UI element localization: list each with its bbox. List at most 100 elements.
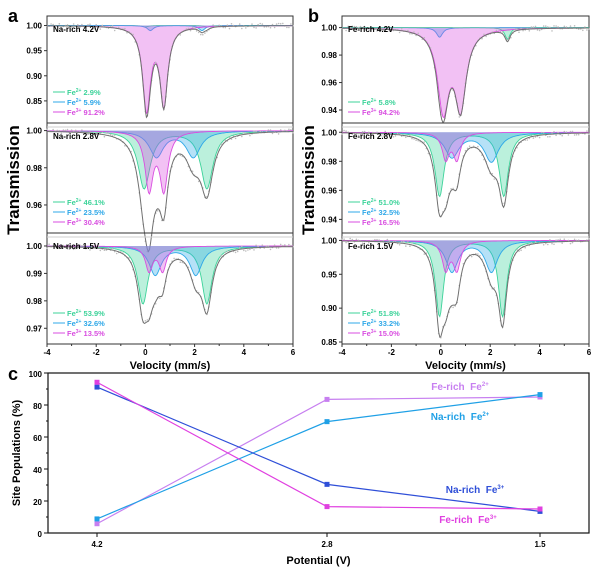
series-label: Na-rich Fe2+	[431, 412, 490, 423]
data-point	[536, 29, 539, 31]
x-tick-label: 1.5	[534, 540, 546, 549]
component-fill	[47, 25, 293, 114]
data-point	[386, 27, 389, 30]
data-point	[124, 145, 126, 147]
y-tick-label: 1.00	[321, 128, 337, 137]
legend-item: Fe2+ 23.5%	[53, 208, 105, 217]
x-tick-label: -2	[388, 348, 396, 357]
data-point	[238, 23, 241, 25]
y-tick-label: 0.90	[26, 72, 42, 81]
data-point	[586, 130, 588, 132]
data-point	[413, 31, 415, 33]
data-point	[557, 131, 559, 134]
data-point	[249, 248, 251, 251]
data-point	[107, 247, 110, 249]
data-point	[400, 241, 403, 243]
panel-letter-b: b	[308, 6, 319, 26]
data-point	[224, 139, 227, 141]
series-label: Fe-rich Fe3+	[439, 515, 497, 526]
data-point	[563, 25, 566, 28]
data-point	[559, 238, 561, 241]
data-point	[290, 129, 292, 131]
data-point	[547, 26, 549, 28]
data-point	[154, 303, 157, 305]
y-axis-title: Transmission	[4, 125, 23, 235]
data-point	[79, 244, 81, 246]
data-point	[105, 132, 108, 134]
data-point	[267, 245, 270, 247]
data-point	[154, 61, 157, 64]
data-point	[103, 249, 106, 251]
data-point	[520, 27, 522, 30]
y-tick-label: 0.96	[26, 201, 42, 210]
data-point	[555, 239, 557, 241]
data-point	[567, 134, 570, 136]
data-point	[249, 134, 251, 137]
data-point	[68, 248, 71, 250]
data-point	[567, 239, 570, 242]
data-point	[351, 25, 354, 28]
data-point	[226, 24, 229, 27]
data-point	[577, 239, 580, 241]
y-tick-label: 0.96	[321, 79, 337, 88]
data-point	[269, 129, 272, 131]
data-point	[565, 131, 568, 133]
data-point	[230, 23, 233, 25]
legend-item: Fe3+ 16.5%	[348, 218, 400, 227]
data-point	[179, 34, 182, 36]
data-point	[345, 29, 347, 32]
data-point	[464, 149, 467, 152]
legend-label: Fe2+ 2.9%	[67, 88, 101, 97]
data-point	[222, 26, 225, 29]
data-point	[72, 23, 75, 25]
data-point	[415, 139, 417, 141]
site-population-chart: 0 20 40 60 80 100 4.2 2.8 1.5 Potential (V) Site P…	[11, 370, 590, 567]
data-point	[409, 32, 411, 35]
sample-label: Fe-rich 1.5V	[348, 242, 394, 251]
data-point	[62, 129, 65, 131]
envelope-line	[47, 246, 293, 324]
y-tick-label: 0	[38, 530, 43, 539]
data-point	[573, 238, 576, 241]
data-point	[452, 306, 454, 309]
data-point	[545, 242, 547, 245]
data-point	[551, 30, 553, 32]
data-point	[202, 33, 204, 36]
data-point	[549, 239, 551, 241]
data-point	[128, 257, 130, 259]
x-axis-title: Potential (V)	[286, 555, 351, 567]
envelope-line	[47, 25, 293, 119]
data-point	[243, 249, 245, 252]
data-point	[179, 154, 182, 157]
data-point	[571, 130, 574, 133]
y-tick-label: 0.98	[26, 164, 42, 173]
x-tick-label: 2.8	[321, 540, 333, 549]
legend-label: Fe3+ 91.2%	[67, 108, 105, 117]
data-point	[81, 129, 83, 131]
data-point	[516, 249, 518, 251]
data-point	[99, 28, 102, 30]
data-point	[124, 27, 126, 30]
data-point	[243, 132, 245, 134]
data-point	[159, 297, 161, 300]
legend-item: Fe2+ 2.9%	[53, 88, 101, 97]
data-point	[87, 133, 89, 135]
y-axis-title: Site Populations (%)	[11, 399, 23, 506]
legend-item: Fe2+ 51.8%	[348, 309, 400, 318]
data-point	[524, 139, 526, 141]
data-point	[363, 130, 366, 133]
data-point	[74, 247, 77, 250]
data-point	[267, 129, 270, 131]
component-line	[47, 245, 293, 305]
data-point	[50, 23, 52, 25]
data-point	[97, 132, 100, 134]
data-point	[345, 130, 347, 132]
y-tick-label: 40	[33, 466, 42, 475]
x-tick-label: 6	[587, 348, 592, 357]
data-point	[126, 31, 128, 34]
data-point	[390, 27, 393, 30]
data-point	[46, 247, 48, 250]
component-fill	[47, 245, 293, 276]
y-tick-label: 0.85	[321, 338, 337, 347]
